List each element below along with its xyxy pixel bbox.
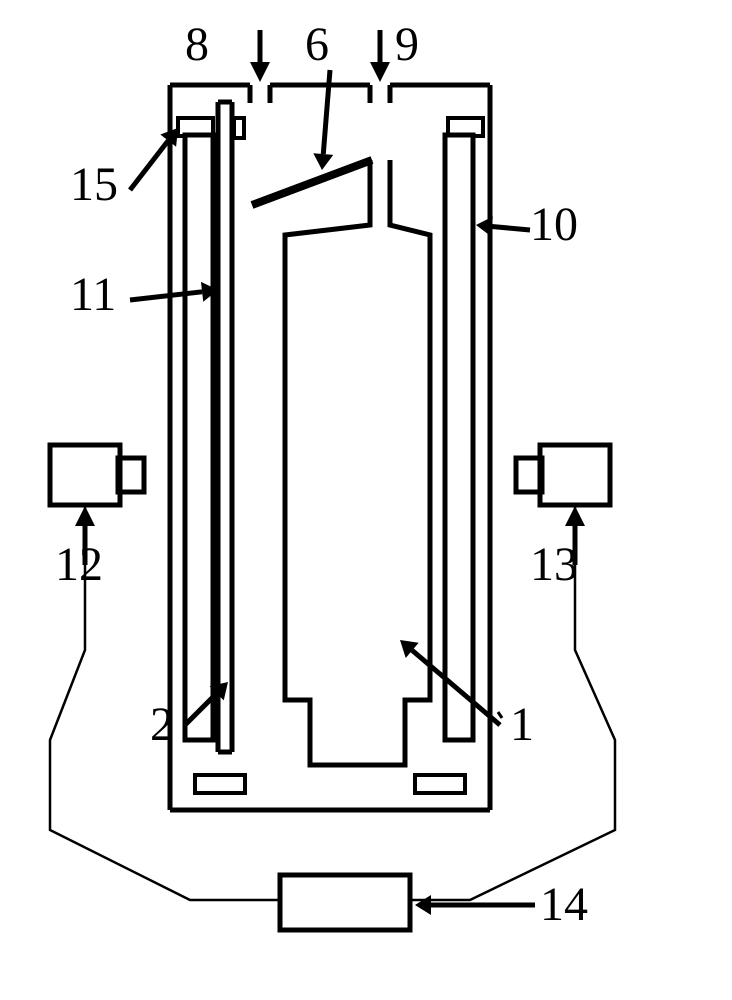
label-15: 15 [70, 158, 118, 211]
label-1: 1 [510, 698, 534, 751]
label-14: 14 [540, 878, 588, 931]
label-2: 2 [150, 698, 174, 751]
label-13: 13 [530, 538, 578, 591]
label-6: 6 [305, 18, 329, 71]
label-12: 12 [55, 538, 103, 591]
technical-diagram: 8 6 9 15 11 10 12 13 2 1 14 [0, 0, 732, 1000]
label-9: 9 [395, 18, 419, 71]
label-11: 11 [70, 268, 116, 321]
label-10: 10 [530, 198, 578, 251]
label-8: 8 [185, 18, 209, 71]
